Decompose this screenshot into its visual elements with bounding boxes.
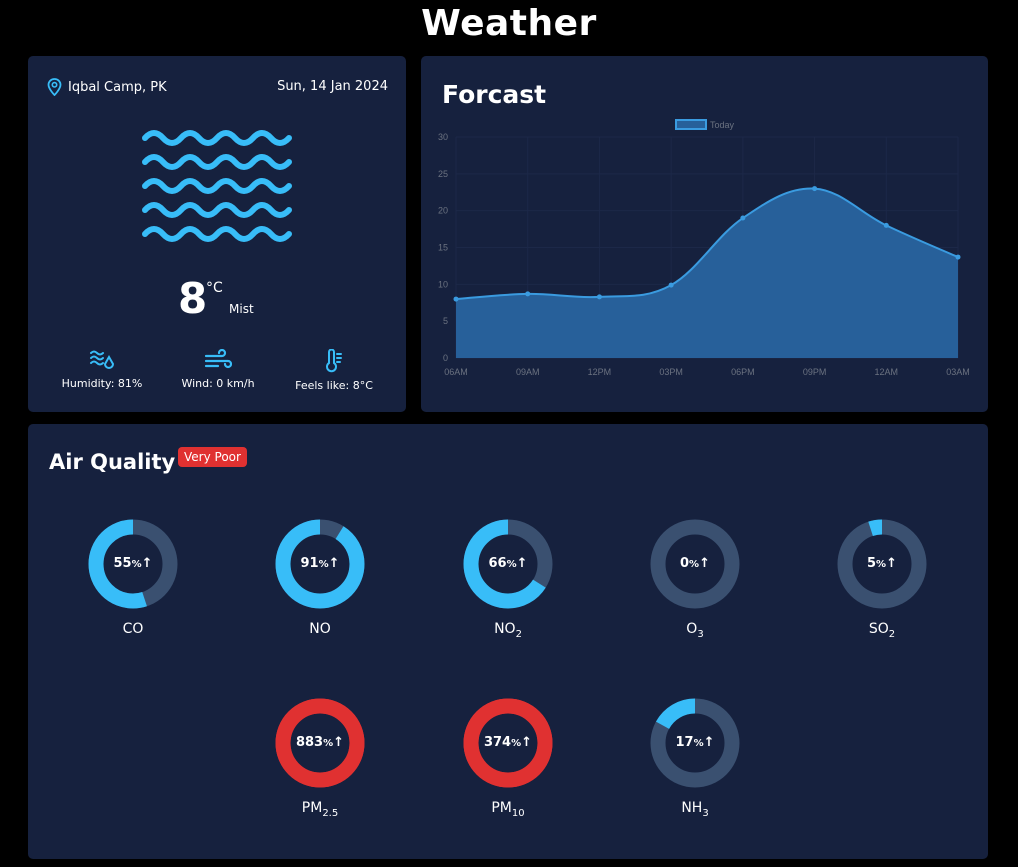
- wind-stat: Wind: 0 km/h: [158, 349, 278, 390]
- air-quality-card: Air Quality Very Poor 55%↑ CO 91%↑ NO 66…: [28, 424, 988, 859]
- x-tick-label: 06PM: [731, 367, 755, 377]
- gauge-label: PM10: [491, 800, 525, 819]
- data-point: [525, 291, 531, 297]
- gauge-ring: [88, 519, 178, 609]
- x-tick-label: 09PM: [803, 367, 827, 377]
- legend-label: Today: [710, 120, 735, 130]
- air-quality-badge: Very Poor: [178, 447, 247, 467]
- location: Iqbal Camp, PK: [47, 78, 167, 96]
- y-tick-label: 0: [443, 353, 448, 363]
- gauge-value: 55%↑: [113, 556, 153, 571]
- gauge-value: 66%↑: [488, 556, 528, 571]
- gauge-fill: [463, 519, 553, 609]
- air-quality-title: Air Quality: [49, 450, 176, 474]
- temperature-value: 8: [178, 274, 208, 323]
- app-title: Weather: [421, 3, 597, 44]
- data-point: [883, 222, 889, 228]
- gauge-so2: 5%↑ SO2: [822, 519, 942, 659]
- y-tick-label: 30: [438, 132, 448, 142]
- x-tick-label: 06AM: [444, 367, 468, 377]
- data-point: [812, 186, 818, 192]
- gauge-value: 883%↑: [295, 735, 345, 750]
- humidity-icon: [90, 350, 115, 369]
- y-tick-label: 25: [438, 169, 448, 179]
- humidity-text: Humidity: 81%: [61, 377, 143, 390]
- x-tick-label: 12AM: [875, 367, 899, 377]
- feels-like-text: Feels like: 8°C: [295, 379, 373, 392]
- gauge-value: 17%↑: [675, 735, 715, 750]
- gauge-fill: [275, 698, 365, 788]
- feels-like-stat: Feels like: 8°C: [274, 349, 394, 392]
- gauge-value: 0%↑: [680, 556, 710, 571]
- legend-swatch: [675, 119, 707, 130]
- x-tick-label: 03AM: [946, 367, 970, 377]
- y-tick-label: 5: [443, 316, 448, 326]
- x-tick-label: 03PM: [659, 367, 683, 377]
- gauge-label: PM2.5: [301, 800, 339, 819]
- gauge-label: NO2: [494, 621, 522, 640]
- wind-text: Wind: 0 km/h: [181, 377, 255, 390]
- forecast-card: Forcast 0 5 10 15 20 25 30 06AM 09AM 12PM 03PM 06PM…: [421, 56, 988, 412]
- gauge-track: [650, 519, 740, 609]
- gauge-pm25: 883%↑ PM2.5: [260, 698, 380, 838]
- forecast-chart: 0 5 10 15 20 25 30 06AM 09AM 12PM 03PM 06PM 09PM 12AM…: [438, 119, 970, 377]
- humidity-stat: Humidity: 81%: [42, 349, 162, 390]
- gauge-ring: [463, 519, 553, 609]
- gauge-label: SO2: [868, 621, 896, 640]
- gauge-value: 5%↑: [867, 556, 897, 571]
- gauge-nh3: 17%↑ NH3: [635, 698, 755, 838]
- gauge-label: NO: [309, 621, 331, 637]
- data-point: [668, 282, 674, 288]
- gauge-no2: 66%↑ NO2: [448, 519, 568, 659]
- location-pin-icon: [47, 78, 62, 96]
- data-point: [453, 296, 459, 302]
- gauge-fill: [650, 698, 740, 788]
- data-point: [955, 254, 961, 260]
- location-text: Iqbal Camp, PK: [68, 79, 167, 95]
- temperature-unit: °C: [206, 280, 223, 296]
- gauge-label: NH3: [681, 800, 709, 819]
- mist-weather-icon: [142, 130, 292, 242]
- temperature: 8 °C Mist: [178, 278, 298, 328]
- gauge-pm10: 374%↑ PM10: [448, 698, 568, 838]
- x-tick-label: 09AM: [516, 367, 540, 377]
- gauge-no: 91%↑ NO: [260, 519, 380, 659]
- gauge-o3: 0%↑ O3: [635, 519, 755, 659]
- gauge-ring: [650, 519, 740, 609]
- y-tick-label: 10: [438, 279, 448, 289]
- gauge-ring: [463, 698, 553, 788]
- gauge-value: 374%↑: [483, 735, 533, 750]
- gauge-fill: [88, 519, 178, 609]
- y-tick-label: 20: [438, 206, 448, 216]
- current-date: Sun, 14 Jan 2024: [277, 79, 388, 94]
- gauge-ring: [275, 519, 365, 609]
- wind-icon: [204, 349, 232, 369]
- weather-condition: Mist: [229, 302, 254, 316]
- data-point: [740, 215, 746, 221]
- gauge-ring: [650, 698, 740, 788]
- y-tick-label: 15: [438, 243, 448, 253]
- gauge-fill: [275, 519, 365, 609]
- gauge-value: 91%↑: [300, 556, 340, 571]
- series-line: [455, 187, 959, 301]
- gauge-fill: [837, 519, 927, 609]
- x-tick-label: 12PM: [588, 367, 612, 377]
- gauge-ring: [837, 519, 927, 609]
- gauge-label: O3: [686, 621, 704, 640]
- data-point: [596, 294, 602, 300]
- gauge-fill: [463, 698, 553, 788]
- current-weather-card: Iqbal Camp, PK Sun, 14 Jan 2024 8 °C Mis…: [28, 56, 406, 412]
- forecast-title: Forcast: [442, 80, 547, 109]
- series-area: [456, 188, 958, 358]
- gauge-co: 55%↑ CO: [73, 519, 193, 659]
- gauge-ring: [275, 698, 365, 788]
- thermometer-icon: [326, 349, 342, 373]
- gauge-label: CO: [122, 621, 144, 637]
